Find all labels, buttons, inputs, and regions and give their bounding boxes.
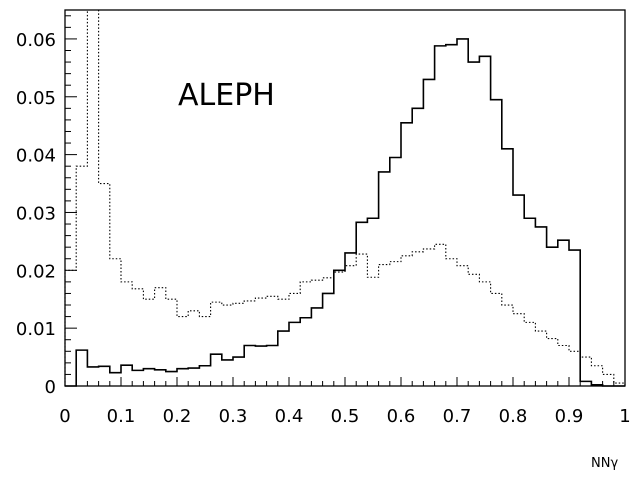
series-solid-histogram bbox=[65, 38, 625, 387]
x-tick-label: 0 bbox=[59, 406, 70, 427]
x-tick-label: 0.1 bbox=[107, 406, 136, 427]
y-tick-label: 0.06 bbox=[16, 30, 56, 51]
x-tick-label: 0.6 bbox=[387, 406, 416, 427]
plot-area bbox=[64, 9, 626, 387]
x-tick-label: 0.5 bbox=[331, 406, 360, 427]
y-tick-label: 0.01 bbox=[16, 319, 56, 340]
x-tick-label: 0.9 bbox=[555, 406, 584, 427]
y-tick-label: 0.03 bbox=[16, 203, 56, 224]
y-tick-label: 0.04 bbox=[16, 146, 56, 167]
x-tick-label: 0.8 bbox=[499, 406, 528, 427]
y-tick-label: 0.02 bbox=[16, 261, 56, 282]
plot-frame bbox=[64, 9, 626, 387]
y-tick-label: 0.05 bbox=[16, 88, 56, 109]
chart-title: ALEPH bbox=[178, 78, 275, 113]
axis-layer: 0 0.1 0.2 0.3 0.4 0.5 0.6 0.7 0.8 0.9 1 0 0.01 0.02 0.… bbox=[16, 15, 631, 427]
x-tick-label: 0.4 bbox=[275, 406, 304, 427]
x-tick-label: 1 bbox=[619, 406, 630, 427]
series-layer bbox=[64, 9, 626, 387]
y-tick-label: 0 bbox=[45, 377, 56, 398]
x-tick-label: 0.2 bbox=[163, 406, 192, 427]
x-tick-label: 0.7 bbox=[443, 406, 472, 427]
x-axis-label: NNγ bbox=[591, 456, 618, 471]
x-tick-label: 0.3 bbox=[219, 406, 248, 427]
series-dotted-histogram bbox=[64, 9, 626, 386]
